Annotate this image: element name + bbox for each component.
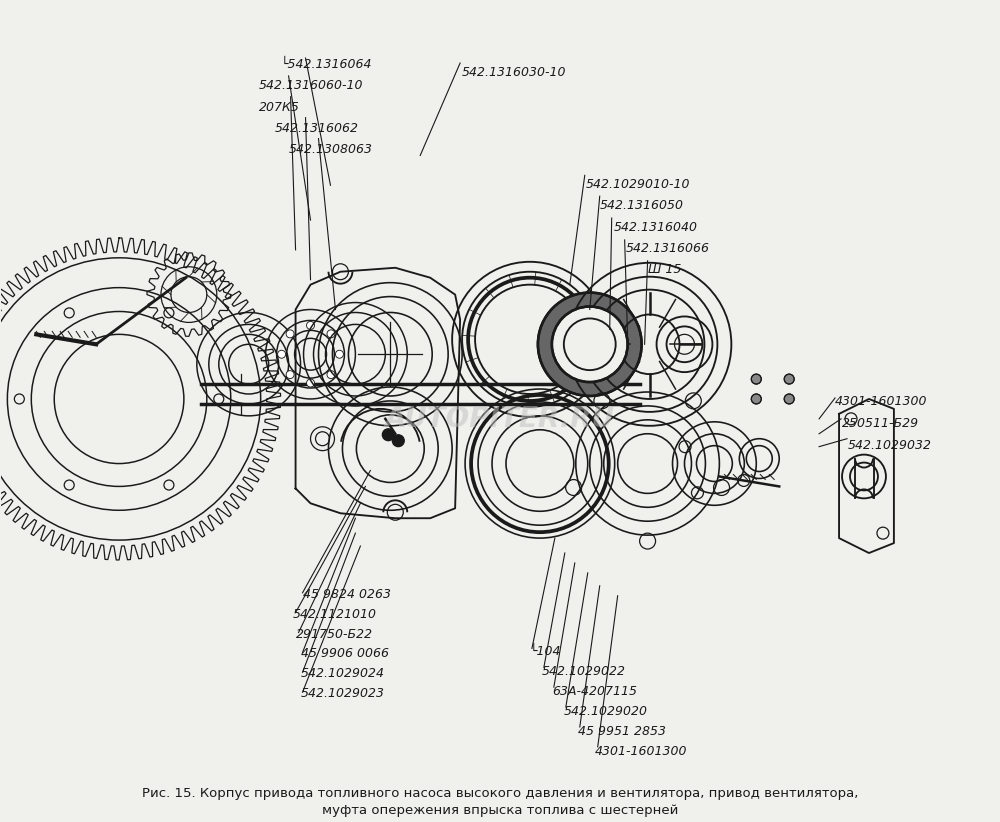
Text: 542.1316060-10: 542.1316060-10	[259, 79, 363, 92]
Text: 542.1316066: 542.1316066	[626, 242, 710, 255]
Text: 542.1029020: 542.1029020	[564, 705, 648, 718]
Text: Рис. 15. Корпус привода топливного насоса высокого давления и вентилятора, приво: Рис. 15. Корпус привода топливного насос…	[142, 787, 858, 800]
Circle shape	[751, 374, 761, 384]
Text: 542.1029024: 542.1029024	[301, 667, 385, 681]
Circle shape	[335, 350, 343, 358]
Circle shape	[307, 379, 315, 387]
Circle shape	[286, 371, 294, 379]
Text: 542.1121010: 542.1121010	[293, 607, 377, 621]
Text: 542.1029022: 542.1029022	[542, 665, 626, 678]
Polygon shape	[296, 268, 460, 518]
Circle shape	[538, 293, 642, 396]
Text: 45 9951 2853: 45 9951 2853	[578, 725, 666, 738]
Text: └542.1316064: └542.1316064	[281, 58, 372, 71]
Text: муфта опережения впрыска топлива с шестерней: муфта опережения впрыска топлива с шесте…	[322, 805, 678, 817]
Text: 542.1316062: 542.1316062	[275, 122, 359, 135]
Text: 542.1316040: 542.1316040	[614, 221, 698, 234]
Text: 542.1316030-10: 542.1316030-10	[462, 66, 567, 79]
Text: 291750-Б22: 291750-Б22	[296, 627, 373, 640]
Text: 542.1029023: 542.1029023	[301, 687, 385, 700]
Text: 542.1308063: 542.1308063	[289, 142, 373, 155]
Circle shape	[382, 429, 394, 441]
Circle shape	[751, 394, 761, 404]
Text: AUTOPITER.RU: AUTOPITER.RU	[385, 405, 615, 433]
Text: 4301-1601300: 4301-1601300	[835, 395, 928, 408]
Circle shape	[392, 435, 404, 446]
Circle shape	[784, 374, 794, 384]
Text: 250511-Б29: 250511-Б29	[842, 417, 919, 430]
Text: 63А-4207115: 63А-4207115	[552, 686, 637, 698]
Circle shape	[552, 307, 628, 382]
Circle shape	[327, 330, 335, 338]
Text: 542.1029010-10: 542.1029010-10	[586, 178, 690, 192]
Text: 4301-1601300: 4301-1601300	[595, 745, 687, 758]
Text: 207К5: 207К5	[259, 101, 300, 113]
Text: 542.1316050: 542.1316050	[600, 199, 684, 212]
Text: Ш 15: Ш 15	[648, 263, 681, 276]
Circle shape	[784, 394, 794, 404]
Circle shape	[278, 350, 286, 358]
Text: 542.1029032: 542.1029032	[848, 439, 932, 452]
Text: 45 9906 0066: 45 9906 0066	[301, 648, 389, 660]
Text: └104: └104	[530, 645, 561, 658]
Circle shape	[327, 371, 335, 379]
Circle shape	[286, 330, 294, 338]
Circle shape	[307, 321, 315, 330]
Text: 45 9824 0263: 45 9824 0263	[303, 588, 391, 601]
Polygon shape	[839, 399, 894, 553]
